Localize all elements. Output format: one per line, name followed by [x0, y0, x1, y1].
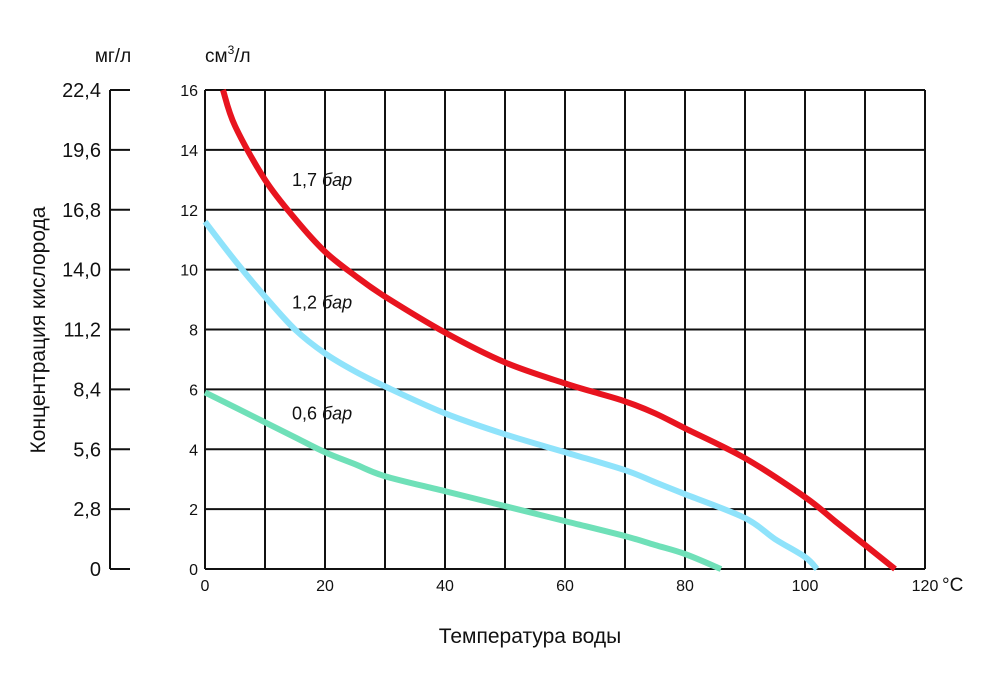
- y2-axis-title: Концентрация кислорода: [27, 206, 50, 453]
- x-tick-label: 60: [556, 578, 574, 595]
- left-axis-ticks: 0 2,8 5,6 8,4 11,2 14,0 16,8 19,6 22,4: [62, 80, 130, 581]
- y-tick-label: 12: [180, 203, 198, 220]
- series-label-0-6-bar: 0,6 бар: [292, 403, 352, 423]
- series-labels: 1,7 бар 1,2 бар 0,6 бар: [292, 170, 352, 424]
- y-tick-label: 8: [189, 323, 198, 340]
- left-tick-label: 19,6: [62, 140, 101, 162]
- series-lines: [202, 89, 897, 572]
- y-tick-label: 16: [180, 83, 198, 100]
- left-tick-label: 5,6: [73, 439, 101, 461]
- left-tick-label: 2,8: [73, 499, 101, 521]
- y-tick-label: 4: [189, 442, 198, 459]
- left-tick-label: 16,8: [62, 200, 101, 222]
- y-axis-ticks: 0 2 4 6 8 10 12 14 16: [180, 83, 198, 579]
- x-tick-label: 40: [436, 578, 454, 595]
- y-tick-label: 2: [189, 502, 198, 519]
- y-tick-label: 6: [189, 382, 198, 399]
- y-tick-label: 10: [180, 263, 198, 280]
- y-unit: см3/л: [205, 43, 251, 67]
- left-tick-label: 22,4: [62, 80, 101, 102]
- x-tick-label: 0: [201, 578, 210, 595]
- grid: [204, 89, 926, 570]
- x-axis-ticks: 0 20 40 60 80 100 120: [201, 578, 939, 595]
- series-line-0-6-bar: [203, 389, 723, 572]
- left-tick-label: 0: [90, 559, 101, 581]
- left-tick-label: 14,0: [62, 260, 101, 282]
- x-tick-label: 80: [676, 578, 694, 595]
- x-unit: °C: [942, 575, 963, 596]
- left-tick-label: 11,2: [64, 320, 101, 342]
- x-tick-label: 120: [912, 578, 939, 595]
- y2-unit: мг/л: [95, 46, 131, 67]
- y-tick-label: 14: [180, 143, 198, 160]
- x-tick-label: 100: [792, 578, 819, 595]
- y-tick-label: 0: [189, 562, 198, 579]
- series-label-1-7-bar: 1,7 бар: [292, 170, 352, 190]
- left-tick-label: 8,4: [73, 379, 101, 401]
- series-line-1-7-bar: [220, 89, 897, 572]
- series-line-1-2-bar: [202, 219, 820, 572]
- x-axis-title: Температура воды: [439, 625, 622, 648]
- series-label-1-2-bar: 1,2 бар: [292, 293, 352, 313]
- x-tick-label: 20: [316, 578, 334, 595]
